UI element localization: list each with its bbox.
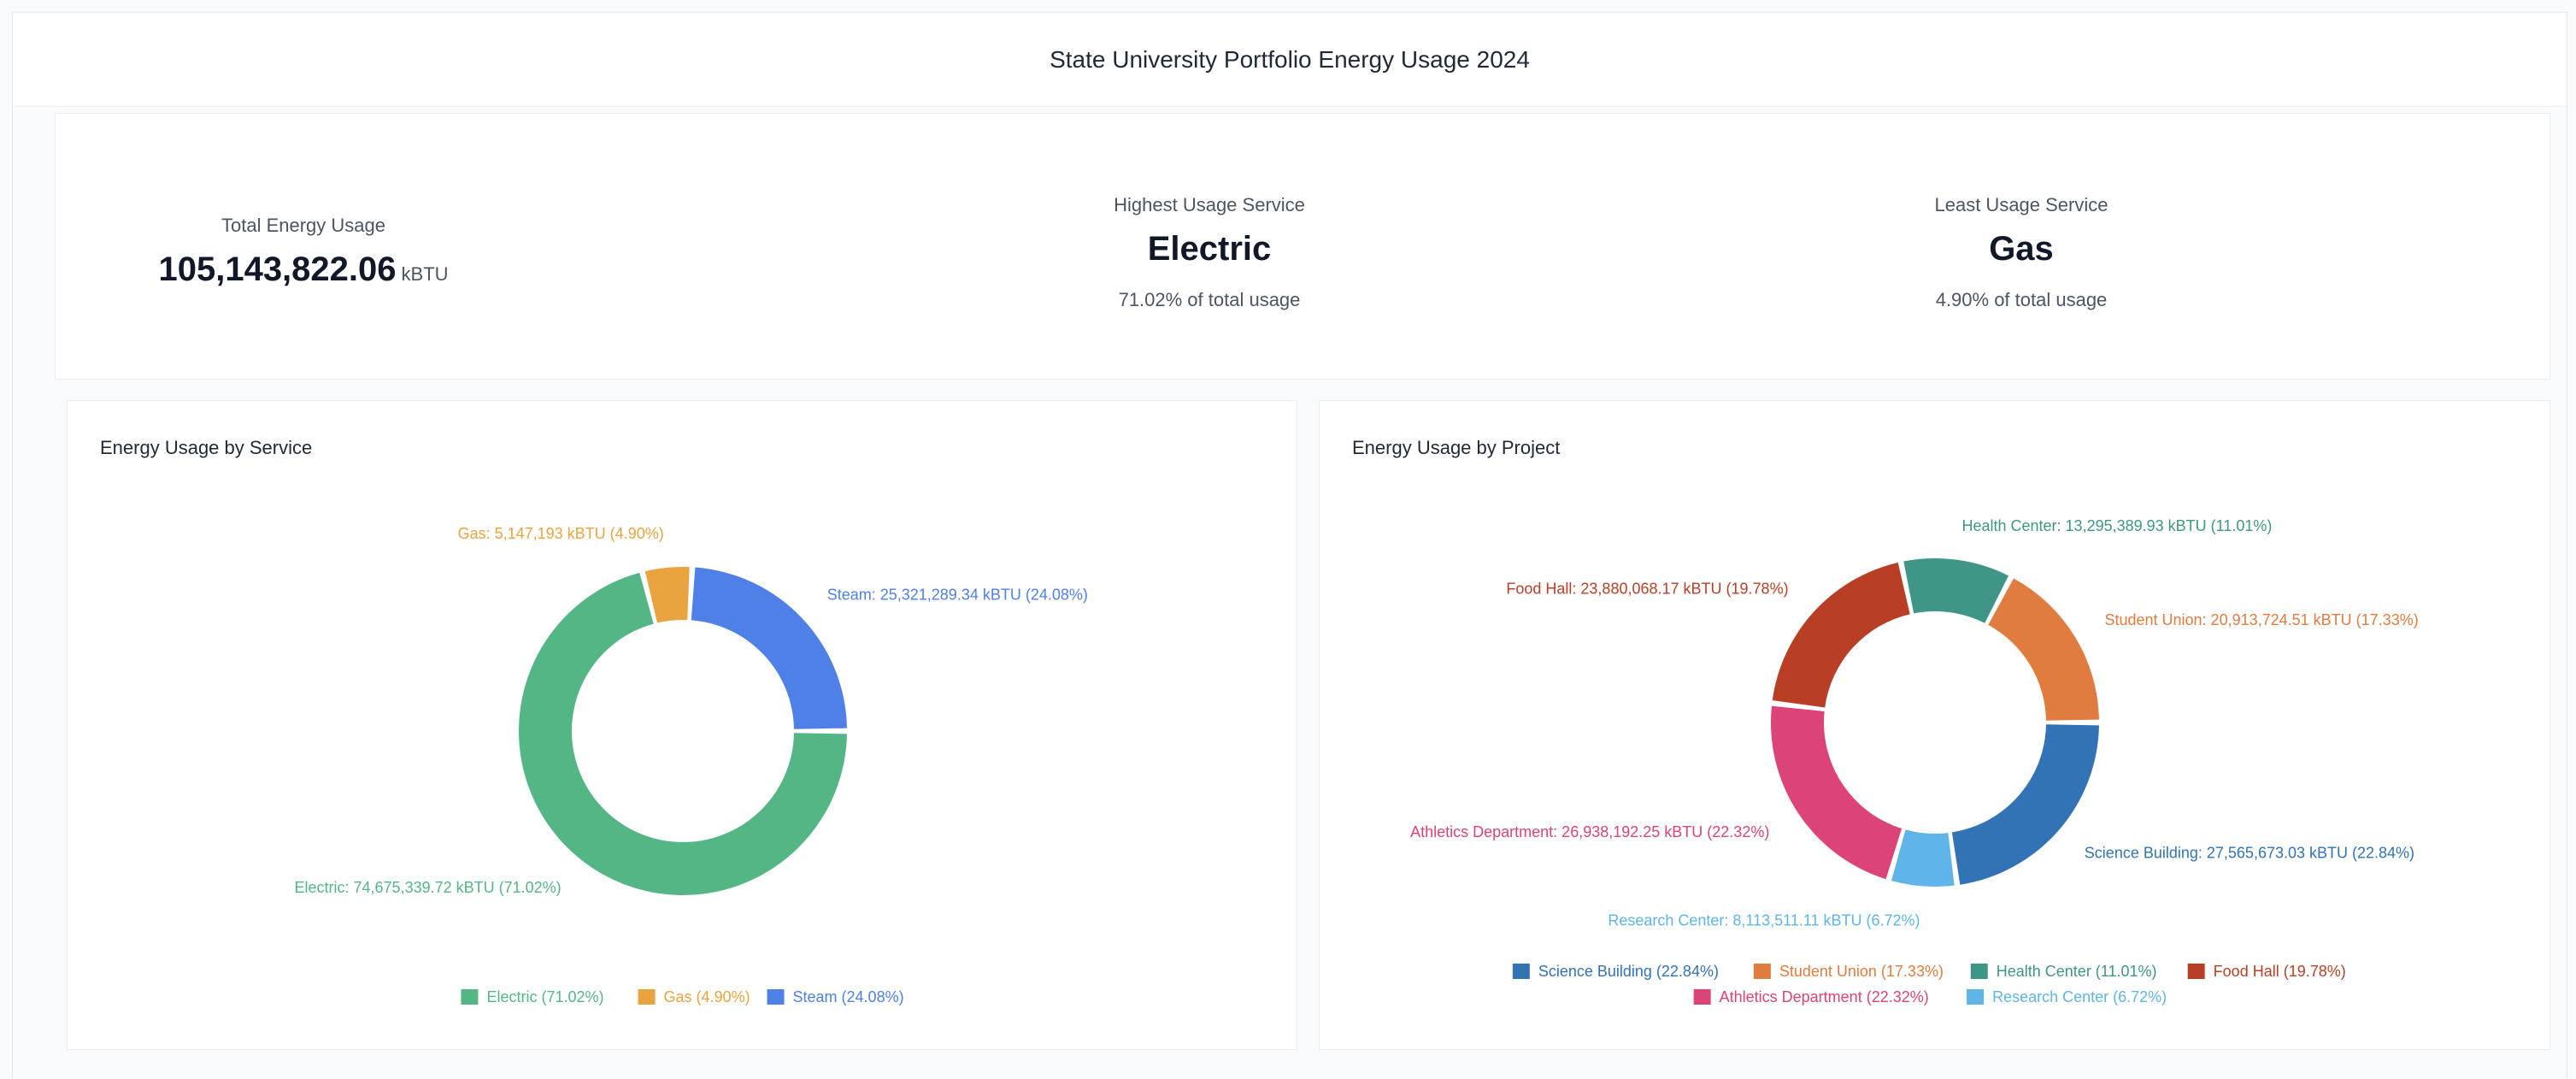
service-chart-card: Energy Usage by Service Electric: 74,675… <box>67 400 1297 1050</box>
kpi-total-unit: kBTU <box>401 263 449 285</box>
data-label-athletics-department: Athletics Department: 26,938,192.25 kBTU… <box>1410 823 1769 840</box>
data-label-food-hall: Food Hall: 23,880,068.17 kBTU (19.78%) <box>1506 581 1788 598</box>
slice-student-union[interactable] <box>1988 578 2099 721</box>
kpi-highest-label: Highest Usage Service <box>1114 194 1305 215</box>
project-chart-card: Energy Usage by Project Science Building… <box>1319 400 2550 1050</box>
service-donut-chart: Electric: 74,675,339.72 kBTU (71.02%) Gas… <box>295 525 1088 1005</box>
project-donut-chart: Science Building: 27,565,673.03 kBTU (22… <box>1410 517 2419 1005</box>
data-label-science-building: Science Building: 27,565,673.03 kBTU (22… <box>2085 845 2414 862</box>
data-label-electric: Electric: 74,675,339.72 kBTU (71.02%) <box>295 879 562 896</box>
slice-health-center[interactable] <box>1903 558 2009 623</box>
kpi-highest-sub: 71.02% of total usage <box>1118 289 1301 310</box>
kpi-total-value: 105,143,822.06 <box>158 251 397 288</box>
slice-electric[interactable] <box>519 572 847 895</box>
kpi-total-energy: Total Energy Usage 105,143,822.06 kBTU <box>107 114 500 379</box>
legend-label-science-building[interactable]: Science Building (22.84%) <box>1538 963 1719 980</box>
legend-label-electric[interactable]: Electric (71.02%) <box>486 988 603 1005</box>
legend-swatch-health-center <box>1970 964 1988 979</box>
data-label-steam: Steam: 25,321,289.34 kBTU (24.08%) <box>827 587 1088 604</box>
page-title: State University Portfolio Energy Usage … <box>1050 45 1530 73</box>
legend-label-research-center[interactable]: Research Center (6.72%) <box>1992 988 2167 1005</box>
legend-swatch-food-hall <box>2187 964 2205 979</box>
kpi-least-label: Least Usage Service <box>1934 194 2108 215</box>
legend-label-health-center[interactable]: Health Center (11.01%) <box>1997 963 2157 980</box>
kpi-least-name: Gas <box>1989 230 2054 268</box>
slice-gas[interactable] <box>644 567 690 623</box>
data-label-research-center: Research Center: 8,113,511.11 kBTU (6.72… <box>1608 911 1920 929</box>
legend-swatch-research-center <box>1967 989 1985 1005</box>
kpi-panel: Total Energy Usage 105,143,822.06 kBTU Hi… <box>55 113 2550 380</box>
legend-swatch-athletics-department <box>1693 989 1711 1005</box>
legend-swatch-gas <box>638 989 656 1005</box>
legend-swatch-steam <box>767 989 785 1005</box>
kpi-least-service: Least Usage Service Gas 4.90% of total u… <box>1816 114 2226 379</box>
legend-label-student-union[interactable]: Student Union (17.33%) <box>1779 963 1944 980</box>
slice-steam[interactable] <box>691 567 847 729</box>
legend-label-food-hall[interactable]: Food Hall (19.78%) <box>2214 963 2346 980</box>
kpi-least-sub: 4.90% of total usage <box>1935 289 2108 310</box>
slice-food-hall[interactable] <box>1772 562 1910 708</box>
kpi-highest-service: Highest Usage Service Electric 71.02% of… <box>1004 114 1414 379</box>
legend-label-gas[interactable]: Gas (4.90%) <box>664 988 750 1005</box>
slice-science-building[interactable] <box>1951 724 2099 885</box>
kpi-total-value-row: 105,143,822.06 kBTU <box>107 251 500 289</box>
legend-swatch-electric <box>461 989 479 1005</box>
project-chart-title: Energy Usage by Project <box>1352 437 1561 458</box>
slice-research-center[interactable] <box>1891 829 1955 887</box>
slice-athletics-department[interactable] <box>1771 705 1903 880</box>
service-chart-title: Energy Usage by Service <box>100 437 313 458</box>
kpi-total-label: Total Energy Usage <box>221 215 385 236</box>
legend-swatch-student-union <box>1753 964 1771 979</box>
page-header: State University Portfolio Energy Usage … <box>13 13 2567 107</box>
kpi-highest-name: Electric <box>1147 230 1272 268</box>
legend-swatch-science-building <box>1512 964 1530 979</box>
data-label-health-center: Health Center: 13,295,389.93 kBTU (11.01… <box>1961 517 2272 534</box>
legend-label-steam[interactable]: Steam (24.08%) <box>793 988 904 1005</box>
data-label-gas: Gas: 5,147,193 kBTU (4.90%) <box>458 525 664 542</box>
data-label-student-union: Student Union: 20,913,724.51 kBTU (17.33… <box>2104 611 2418 628</box>
legend-label-athletics-department[interactable]: Athletics Department (22.32%) <box>1720 988 1929 1005</box>
